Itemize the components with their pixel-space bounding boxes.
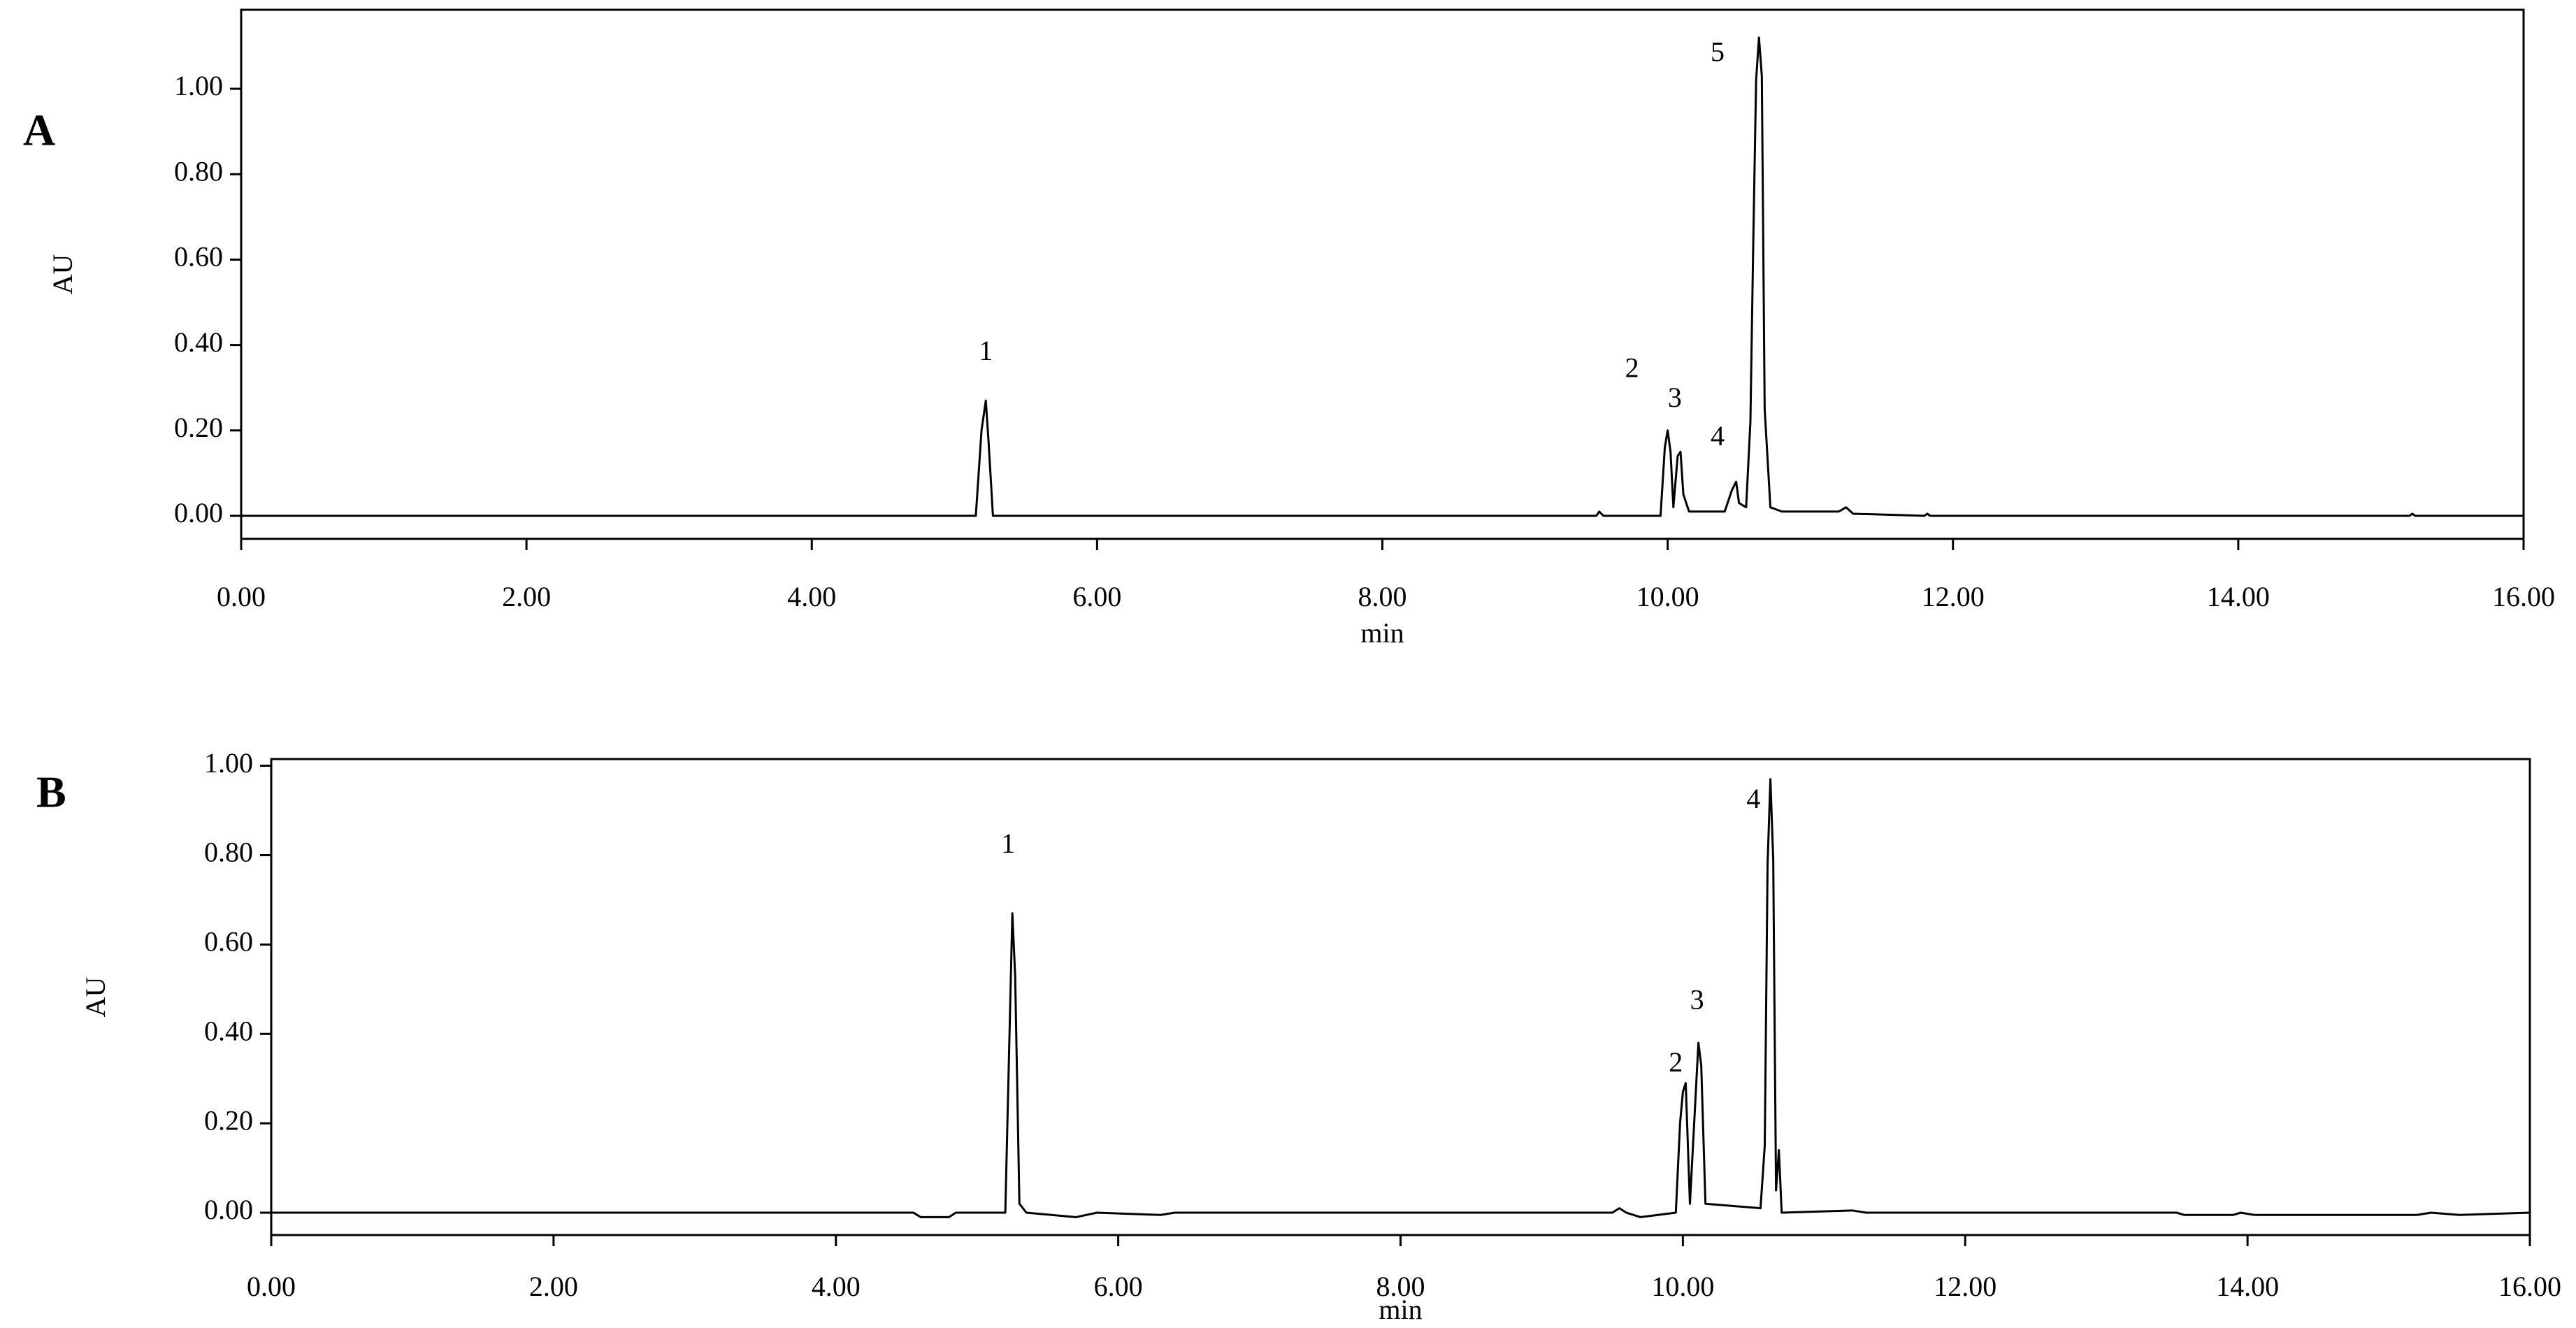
y-tick-label: 0.40 [204,1015,253,1046]
y-tick-label: 0.60 [174,241,223,273]
x-tick-label: 8.00 [1376,1271,1425,1302]
x-axis-label: min [1379,1294,1422,1325]
peak-label: 2 [1625,352,1639,383]
x-tick-label: 2.00 [502,581,551,612]
y-tick-label: 0.00 [204,1194,253,1225]
x-tick-label: 12.00 [1934,1271,1996,1302]
peak-label: 5 [1711,36,1725,67]
y-tick-label: 0.20 [174,412,223,443]
panel-label: B [36,767,66,817]
y-tick-label: 0.00 [174,497,223,528]
panel-label: A [23,106,55,155]
x-tick-label: 12.00 [1922,581,1985,612]
plot-frame [270,758,2531,1236]
x-axis-label: min [1360,617,1404,649]
y-tick-label: 0.80 [174,155,223,187]
peak-label: 4 [1746,783,1760,814]
peak-label: 3 [1690,984,1704,1016]
x-tick-label: 16.00 [2498,1271,2561,1302]
x-tick-label: 2.00 [529,1271,578,1302]
y-tick-label: 1.00 [204,747,253,779]
y-tick-label: 0.60 [204,926,253,958]
x-tick-label: 10.00 [1636,581,1699,612]
x-tick-label: 8.00 [1358,581,1407,612]
y-axis-label: AU [47,254,78,295]
y-axis-label: AU [80,977,111,1018]
peak-label: 2 [1669,1046,1683,1078]
peak-label: 3 [1668,382,1682,413]
chromatogram-line [271,778,2531,1218]
peak-label: 1 [979,335,993,366]
x-tick-label: 4.00 [812,1271,861,1302]
peak-label: 1 [1001,828,1015,859]
peak-label: 4 [1711,420,1725,452]
x-tick-label: 0.00 [247,1271,296,1302]
x-tick-label: 6.00 [1072,581,1121,612]
y-tick-label: 0.20 [204,1104,253,1136]
y-tick-label: 1.00 [174,70,223,101]
chromatogram-line [241,36,2524,517]
x-tick-label: 16.00 [2492,581,2555,612]
x-tick-label: 14.00 [2216,1271,2279,1302]
x-tick-label: 4.00 [787,581,836,612]
x-tick-label: 6.00 [1094,1271,1143,1302]
y-tick-label: 0.80 [204,837,253,868]
y-tick-label: 0.40 [174,326,223,358]
x-tick-label: 10.00 [1651,1271,1714,1302]
plot-frame [240,8,2525,540]
x-tick-label: 0.00 [217,581,266,612]
x-tick-label: 14.00 [2207,581,2270,612]
